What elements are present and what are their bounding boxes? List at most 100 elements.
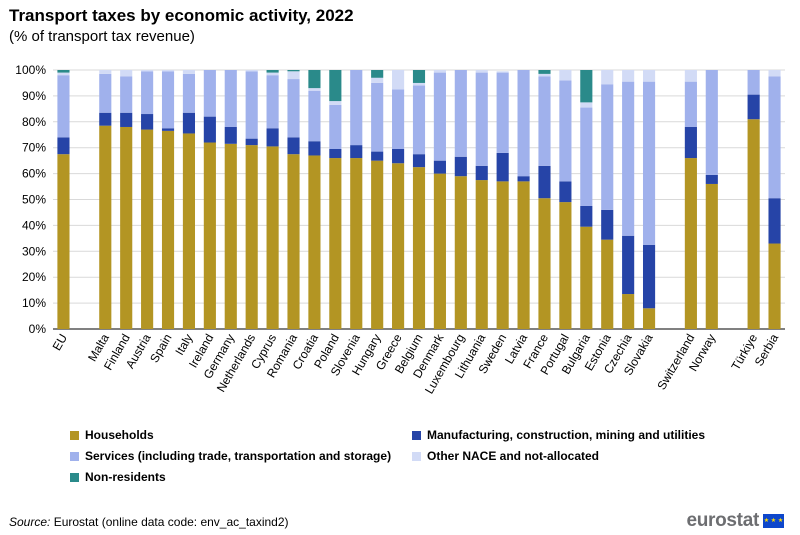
- bar-segment: [580, 102, 593, 108]
- bar-segment: [57, 137, 70, 155]
- bar-segment: [580, 107, 593, 206]
- bar-segment: [329, 158, 342, 329]
- bar-segment: [496, 181, 509, 329]
- y-tick-label: 0%: [29, 322, 47, 336]
- eu-flag-icon: ★ ★ ★: [763, 514, 784, 528]
- bar-chart: 0%10%20%30%40%50%60%70%80%90%100%EU Malta…: [15, 63, 785, 396]
- legend-label: Manufacturing, construction, mining and …: [427, 428, 706, 442]
- bar-segment: [287, 137, 300, 155]
- bar-segment: [266, 146, 279, 329]
- bar-segment: [580, 205, 593, 227]
- legend-swatch: [412, 451, 421, 461]
- legend-item-services: Services (including trade, transportatio…: [70, 449, 391, 463]
- bar-segment: [538, 76, 551, 166]
- bar-segment: [245, 145, 258, 329]
- bar-segment: [266, 72, 279, 76]
- bar-segment: [329, 101, 342, 105]
- bar-segment: [350, 145, 363, 159]
- bar-segment: [496, 152, 509, 182]
- legend-swatch: [70, 451, 79, 461]
- bar-segment: [329, 70, 342, 102]
- bar-segment: [684, 81, 697, 127]
- bar-segment: [57, 70, 70, 73]
- bar-segment: [412, 167, 426, 329]
- bar-segment: [371, 160, 384, 329]
- bar-segment: [182, 112, 196, 134]
- bar-segment: [580, 226, 593, 329]
- bar-segment: [57, 75, 70, 138]
- bar-segment: [308, 155, 321, 329]
- bar-segment: [705, 183, 718, 329]
- bar-segment: [161, 71, 175, 129]
- bar-segment: [350, 158, 363, 329]
- bar-segment: [684, 126, 697, 159]
- bar-segment: [120, 70, 133, 77]
- bar-segment: [601, 84, 614, 210]
- bar-segment: [141, 129, 154, 329]
- bar-segment: [161, 70, 175, 72]
- x-tick-label: Türkiye: [728, 331, 760, 372]
- bar-segment: [538, 73, 551, 77]
- bar-segment: [329, 148, 342, 159]
- legend: Households Manufacturing, construction, …: [70, 428, 770, 498]
- bar-segment: [559, 70, 572, 81]
- bar-segment: [747, 119, 760, 330]
- y-tick-label: 70%: [22, 141, 46, 155]
- bar-segment: [371, 151, 384, 161]
- bar-segment: [517, 181, 530, 329]
- bar-segment: [412, 82, 426, 86]
- bar-segment: [161, 130, 175, 329]
- x-tick-label: Spain: [147, 332, 174, 366]
- y-tick-label: 90%: [22, 89, 46, 103]
- bar-segment: [642, 70, 656, 82]
- bar-segment: [287, 79, 300, 138]
- legend-label: Households: [85, 428, 154, 442]
- bar-segment: [768, 70, 781, 77]
- bar-segment: [496, 72, 509, 153]
- bar-segment: [475, 72, 488, 166]
- bar-segment: [433, 72, 446, 161]
- bar-segment: [182, 133, 196, 329]
- bar-segment: [350, 70, 363, 146]
- x-tick-label: EU: [50, 332, 70, 353]
- bar-segment: [559, 80, 572, 182]
- bar-segment: [475, 180, 488, 329]
- bar-segment: [308, 70, 321, 89]
- bar-segment: [203, 116, 216, 143]
- y-tick-label: 30%: [22, 244, 46, 258]
- bar-segment: [99, 70, 112, 74]
- source-note: Source: Eurostat (online data code: env_…: [9, 515, 289, 529]
- bar-segment: [475, 165, 488, 181]
- chart-title: Transport taxes by economic activity, 20…: [9, 6, 354, 25]
- bar-segment: [182, 73, 196, 113]
- bar-segment: [517, 176, 530, 182]
- bar-segment: [601, 70, 614, 85]
- bar-segment: [747, 94, 760, 120]
- bar-segment: [642, 81, 656, 245]
- bar-segment: [141, 70, 154, 72]
- chart-subtitle: (% of transport tax revenue): [9, 28, 195, 45]
- legend-item-manufacturing: Manufacturing, construction, mining and …: [412, 428, 705, 442]
- bar-segment: [57, 72, 70, 76]
- bar-segment: [371, 77, 384, 83]
- bar-segment: [496, 71, 509, 73]
- bar-segment: [371, 82, 384, 152]
- y-tick-label: 20%: [22, 270, 46, 284]
- bar-segment: [580, 70, 593, 103]
- bar-segment: [308, 88, 321, 91]
- bar-segment: [287, 70, 300, 72]
- bar-segment: [245, 71, 258, 139]
- bar-segment: [57, 154, 70, 329]
- bar-segment: [308, 90, 321, 142]
- bar-segment: [287, 71, 300, 80]
- bar-segment: [412, 85, 426, 155]
- bar-segment: [412, 70, 426, 83]
- y-tick-label: 50%: [22, 193, 46, 207]
- legend-item-other-nace: Other NACE and not-allocated: [412, 449, 599, 463]
- bar-segment: [99, 125, 112, 329]
- legend-swatch: [70, 430, 79, 440]
- bar-segment: [454, 156, 467, 177]
- bar-segment: [601, 209, 614, 240]
- bar-segment: [141, 114, 154, 130]
- bar-segment: [705, 70, 718, 175]
